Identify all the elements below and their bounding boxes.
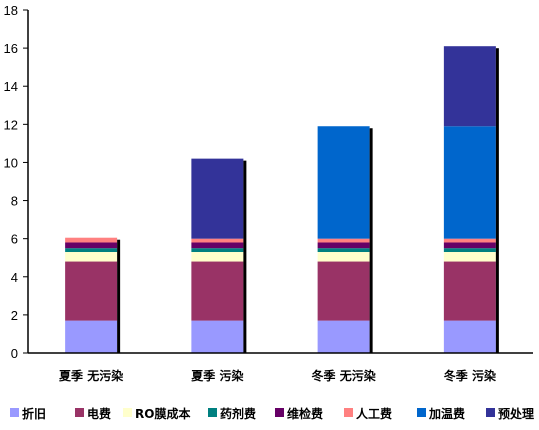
bar-segment-2-1 <box>191 320 244 353</box>
bar-segment-3-4 <box>317 248 370 253</box>
bar-segment-3-6 <box>317 238 370 243</box>
y-tick-label-12: 12 <box>4 117 18 132</box>
category-label-3: 冬季 无污染 <box>312 368 377 383</box>
y-tick-label-8: 8 <box>11 194 18 209</box>
bar-segment-2-5 <box>191 242 244 249</box>
bar-segment-2-8 <box>191 158 244 239</box>
y-tick-label-2: 2 <box>11 308 18 323</box>
category-label-1: 夏季 无污染 <box>59 368 124 383</box>
bar-segment-4-3 <box>443 252 496 262</box>
axes-group: 0 2 4 6 8 10 12 14 16 18 夏季 无污染 夏季 污染 冬季 无污染 冬季 污染 <box>4 3 533 383</box>
bar-segment-4-2 <box>443 261 496 321</box>
legend-label-2: 电费 <box>87 406 111 421</box>
y-tick-label-6: 6 <box>11 232 18 247</box>
bar-segment-4-7 <box>443 126 496 239</box>
legend-swatch-7 <box>417 408 426 417</box>
bar-shadow-1 <box>117 239 121 353</box>
legend-swatch-1 <box>10 408 19 417</box>
y-tick-label-14: 14 <box>4 79 18 94</box>
bar-segment-3-1 <box>317 320 370 353</box>
bar-segment-4-5 <box>443 242 496 249</box>
bar-segment-1-5 <box>65 242 118 249</box>
bar-shadow-3 <box>369 128 373 353</box>
legend-label-8: 预处理 <box>498 406 534 421</box>
bar-segment-4-6 <box>443 238 496 243</box>
bar-shadow-2 <box>243 160 247 353</box>
category-label-4: 冬季 污染 <box>444 368 497 383</box>
y-tick-label-16: 16 <box>4 41 18 56</box>
legend-swatch-2 <box>75 408 84 417</box>
bar-segment-2-6 <box>191 238 244 243</box>
y-tick-label-10: 10 <box>4 155 18 170</box>
bar-segment-2-2 <box>191 261 244 321</box>
legend-label-5: 维检费 <box>287 406 323 421</box>
bar-segment-3-2 <box>317 261 370 321</box>
bar-segment-3-5 <box>317 242 370 249</box>
legend-label-6: 人工费 <box>356 406 392 421</box>
legend: 折旧 电费 RO膜成本 药剂费 维检费 人工费 加温费 预处理 <box>10 406 534 421</box>
bar-segment-1-2 <box>65 261 118 321</box>
bar-shadow-4 <box>495 48 499 353</box>
legend-label-7: 加温费 <box>428 406 465 421</box>
bar-segment-4-8 <box>443 46 496 127</box>
legend-label-4: 药剂费 <box>220 406 256 421</box>
bar-segment-3-7 <box>317 126 370 239</box>
y-tick-label-18: 18 <box>4 3 18 18</box>
legend-swatch-8 <box>486 408 495 417</box>
legend-label-3: RO膜成本 <box>135 406 190 421</box>
bar-segment-4-1 <box>443 320 496 353</box>
y-tick-label-4: 4 <box>11 270 18 285</box>
bar-segment-2-4 <box>191 248 244 253</box>
legend-swatch-6 <box>344 408 353 417</box>
bar-segment-1-4 <box>65 248 118 253</box>
bar-segment-1-3 <box>65 252 118 262</box>
bar-segment-3-3 <box>317 252 370 262</box>
legend-swatch-3 <box>123 408 132 417</box>
bars-group <box>65 46 499 353</box>
bar-segment-1-6 <box>65 237 118 243</box>
bar-segment-4-4 <box>443 248 496 253</box>
category-label-2: 夏季 污染 <box>191 368 244 383</box>
legend-label-1: 折旧 <box>22 406 46 421</box>
y-tick-label-0: 0 <box>11 346 18 361</box>
legend-swatch-4 <box>208 408 217 417</box>
bar-segment-2-3 <box>191 252 244 262</box>
legend-swatch-5 <box>275 408 284 417</box>
bar-segment-1-1 <box>65 320 118 353</box>
